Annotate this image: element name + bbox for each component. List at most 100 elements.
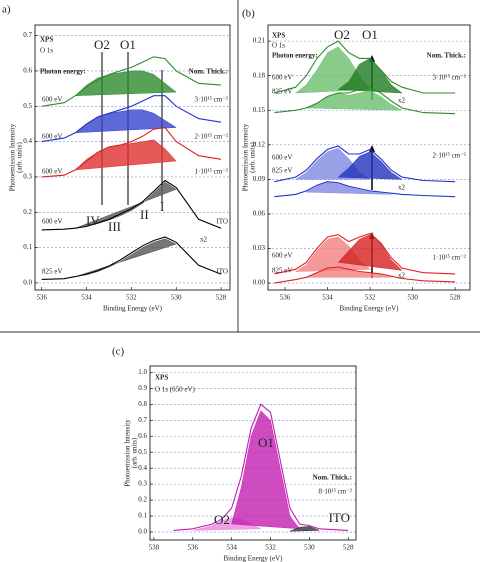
spectrum-line bbox=[173, 403, 349, 531]
y-axis-label: (arb. units) bbox=[249, 141, 257, 172]
y-axis-label: Photoemission Intensity bbox=[9, 123, 17, 191]
y-tick-label: 0.06 bbox=[253, 210, 266, 218]
annotation: O1 bbox=[258, 435, 274, 450]
annotation: O2 bbox=[94, 37, 110, 52]
annotation: ITO bbox=[216, 218, 228, 226]
annotation: O2 bbox=[334, 27, 350, 42]
spectrum-line bbox=[41, 126, 222, 178]
annotation: 825 eV bbox=[42, 268, 62, 276]
annotation: 2·10¹⁵ cm⁻² bbox=[195, 133, 228, 141]
fit-area bbox=[306, 267, 392, 278]
y-tick-label: 0.1 bbox=[138, 512, 147, 520]
y-tick-label: 0.0 bbox=[138, 528, 147, 536]
annotation: I bbox=[160, 199, 164, 214]
spectrum-line bbox=[274, 266, 456, 284]
x-tick-label: 532 bbox=[126, 294, 137, 302]
x-axis-label: Binding Energy (eV) bbox=[340, 305, 400, 313]
annotation: II bbox=[140, 207, 149, 222]
annotation: O1 bbox=[120, 37, 136, 52]
y-tick-label: 0.4 bbox=[23, 137, 32, 145]
y-tick-label: 0.3 bbox=[138, 480, 147, 488]
spectrum-line bbox=[274, 40, 456, 94]
y-tick-label: 0.12 bbox=[253, 140, 266, 148]
annotation: x2 bbox=[398, 184, 406, 192]
annotation: Nom. Thick.: bbox=[313, 474, 352, 482]
annotation: 600 eV bbox=[42, 133, 62, 141]
spectrum-line bbox=[274, 145, 456, 183]
annotation: Photon energy: bbox=[272, 52, 318, 60]
x-tick-label: 530 bbox=[304, 544, 315, 552]
spectrum-line bbox=[274, 86, 456, 115]
annotation: x2 bbox=[398, 272, 406, 280]
annotation: Nom. Thick.: bbox=[427, 52, 466, 60]
x-tick-label: 532 bbox=[365, 294, 376, 302]
fit-area bbox=[337, 151, 403, 180]
annotation: O 1s (650 eV) bbox=[155, 386, 196, 394]
y-tick-label: 0.2 bbox=[138, 496, 147, 504]
x-tick-label: 536 bbox=[36, 294, 47, 302]
y-axis-label: Photoemission Intensity bbox=[242, 123, 250, 191]
y-axis-label: Photoemission Intensity bbox=[124, 419, 132, 487]
y-tick-label: 0.1 bbox=[23, 243, 32, 251]
annotation: 825 eV bbox=[272, 167, 292, 175]
fit-area bbox=[74, 70, 177, 96]
y-tick-label: 0.09 bbox=[253, 175, 266, 183]
annotation: 825 eV bbox=[272, 267, 292, 275]
panel-label: (c) bbox=[112, 346, 125, 358]
annotation: O1 bbox=[362, 27, 378, 42]
annotation: XPS bbox=[272, 32, 285, 40]
annotation: 825 eV bbox=[272, 88, 292, 96]
annotation: O 1s bbox=[40, 47, 53, 55]
y-tick-label: 0.2 bbox=[23, 208, 32, 216]
annotation: x2 bbox=[200, 236, 208, 244]
annotation: O 1s bbox=[272, 42, 285, 50]
x-axis-label: Binding Energy (eV) bbox=[103, 305, 163, 313]
y-tick-label: 0.3 bbox=[23, 173, 32, 181]
fit-area bbox=[75, 238, 177, 277]
y-tick-label: 0.6 bbox=[23, 67, 32, 75]
x-tick-label: 534 bbox=[226, 544, 237, 552]
annotation: 1·10¹⁵ cm⁻² bbox=[195, 168, 228, 176]
chart-panel: (c) 0.0 0.1 0.2 0.3 0.4 0.5 0.6 0.7 0.8 0.9 1.0 538 5… bbox=[112, 346, 357, 562]
y-tick-label: 0.8 bbox=[138, 400, 147, 408]
panel-label: a) bbox=[2, 4, 11, 16]
annotation: O2 bbox=[214, 512, 230, 527]
y-tick-label: 0.5 bbox=[23, 102, 32, 110]
plot-frame bbox=[149, 365, 357, 541]
annotation: IV bbox=[86, 213, 100, 228]
annotation: 600 eV bbox=[272, 252, 292, 260]
x-tick-label: 528 bbox=[450, 294, 461, 302]
annotation: 600 eV bbox=[272, 74, 292, 82]
annotation: 1·10¹⁵ cm⁻² bbox=[433, 254, 466, 262]
chart-panel: a) 0.0 0.1 0.2 0.3 0.4 0.5 0.6 0.7 536 534 532 530 52… bbox=[2, 4, 231, 313]
annotation: 3·10¹⁵ cm⁻² bbox=[433, 74, 466, 82]
y-tick-label: 0.4 bbox=[138, 464, 147, 472]
x-tick-label: 534 bbox=[322, 294, 333, 302]
annotation: 600 eV bbox=[42, 168, 62, 176]
annotation: XPS bbox=[40, 36, 53, 44]
x-tick-label: 532 bbox=[265, 544, 276, 552]
annotation: 2·10¹⁵ cm⁻² bbox=[433, 152, 466, 160]
x-axis-label: Binding Energy (eV) bbox=[224, 555, 284, 562]
y-tick-label: 0.7 bbox=[138, 416, 147, 424]
annotation: 600 eV bbox=[42, 96, 62, 104]
spectrum-line bbox=[41, 179, 222, 231]
y-tick-label: 0.03 bbox=[253, 244, 266, 252]
y-axis-label: (arb. units) bbox=[16, 141, 24, 172]
chart-panel: (b) 0.00 0.03 0.06 0.09 0.12 0.15 0.18 0.21 536 53… bbox=[242, 8, 471, 313]
annotation: 600 eV bbox=[272, 154, 292, 162]
y-tick-label: 0.5 bbox=[138, 448, 147, 456]
annotation: ITO bbox=[329, 510, 350, 525]
y-tick-label: 0.21 bbox=[253, 37, 266, 45]
y-tick-label: 1.0 bbox=[138, 368, 147, 376]
spectrum-line bbox=[274, 181, 456, 198]
fit-area bbox=[231, 410, 301, 530]
plot-frame bbox=[267, 24, 471, 291]
spectrum-line bbox=[41, 236, 222, 280]
x-tick-label: 528 bbox=[343, 544, 354, 552]
fit-area bbox=[337, 234, 403, 271]
annotation: 600 eV bbox=[42, 218, 62, 226]
x-tick-label: 538 bbox=[149, 544, 160, 552]
x-tick-label: 536 bbox=[280, 294, 291, 302]
